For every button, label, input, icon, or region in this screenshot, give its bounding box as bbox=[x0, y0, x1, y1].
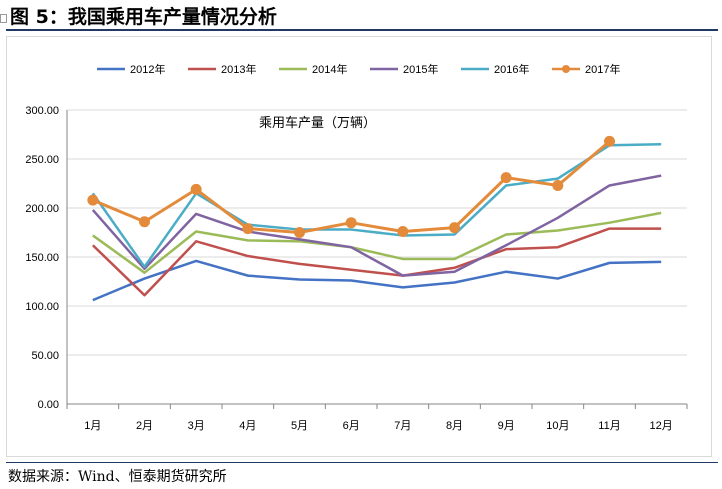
y-tick-label: 300.00 bbox=[25, 105, 59, 117]
axes: 0.00 50.00 100.00 150.00 200.00 250.00 300.00 1… bbox=[25, 105, 688, 432]
data-point bbox=[552, 179, 564, 191]
data-point bbox=[294, 227, 305, 238]
x-tick-label: 9月 bbox=[498, 420, 515, 432]
chart-frame: 0.00 50.00 100.00 150.00 200.00 250.00 300.00 1… bbox=[6, 36, 712, 457]
gridlines bbox=[67, 109, 687, 356]
legend-label: 2017年 bbox=[585, 62, 620, 76]
figure-title: 图 5：我国乘用车产量情况分析 bbox=[10, 6, 277, 28]
data-point bbox=[449, 222, 460, 234]
y-tick-label: 150.00 bbox=[25, 252, 59, 264]
legend: 2012年 2013年 2014年 2015年 2016年 2017年 bbox=[97, 62, 620, 76]
x-tick-label: 6月 bbox=[343, 420, 360, 432]
x-tick-label: 7月 bbox=[394, 420, 411, 432]
y-tick-label: 100.00 bbox=[25, 301, 59, 313]
y-tick-label: 50.00 bbox=[31, 350, 59, 362]
y-tick-label: 200.00 bbox=[25, 203, 59, 215]
x-tick-label: 2月 bbox=[136, 420, 153, 432]
data-point bbox=[242, 223, 254, 235]
legend-label: 2014年 bbox=[312, 62, 347, 76]
data-point bbox=[190, 183, 202, 195]
data-point bbox=[397, 226, 409, 238]
y-tick-label: 0.00 bbox=[38, 399, 59, 411]
data-point bbox=[500, 172, 512, 184]
x-tick-label: 3月 bbox=[188, 420, 205, 432]
source-divider bbox=[6, 462, 718, 463]
legend-label: 2016年 bbox=[494, 62, 529, 76]
legend-label: 2015年 bbox=[403, 62, 438, 76]
x-tick-label: 12月 bbox=[650, 420, 673, 432]
source-note: 数据来源：Wind、恒泰期货研究所 bbox=[8, 469, 227, 485]
x-tick-label: 5月 bbox=[291, 420, 308, 432]
series-line-0 bbox=[92, 259, 662, 302]
series-lines bbox=[87, 135, 662, 302]
data-point bbox=[345, 217, 357, 229]
title-divider bbox=[6, 29, 718, 31]
y-tick-label: 250.00 bbox=[25, 154, 59, 166]
series-line-3 bbox=[91, 174, 662, 277]
legend-label: 2013年 bbox=[221, 62, 256, 76]
data-point bbox=[604, 135, 615, 147]
x-tick-label: 8月 bbox=[446, 420, 463, 432]
legend-label: 2012年 bbox=[130, 62, 165, 76]
x-tick-label: 11月 bbox=[598, 420, 620, 432]
corner-marker bbox=[0, 14, 7, 23]
legend-marker bbox=[562, 65, 570, 73]
data-point bbox=[139, 216, 150, 228]
x-tick-label: 10月 bbox=[546, 420, 569, 432]
x-tick-label: 4月 bbox=[239, 420, 256, 432]
x-tick-label: 1月 bbox=[84, 420, 101, 432]
series-line-2 bbox=[92, 211, 662, 274]
series-line-4 bbox=[91, 143, 662, 269]
data-point bbox=[87, 194, 99, 206]
series-line-1 bbox=[91, 227, 662, 297]
line-chart: 0.00 50.00 100.00 150.00 200.00 250.00 300.00 1… bbox=[25, 62, 688, 432]
chart-title: 乘用车产量（万辆） bbox=[259, 115, 376, 131]
